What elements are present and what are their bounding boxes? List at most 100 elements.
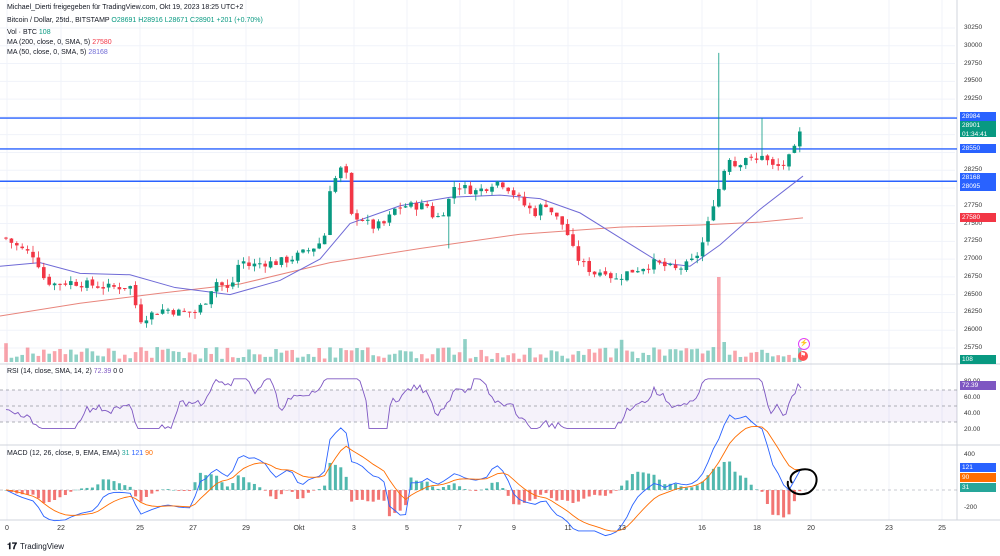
candle-body	[619, 278, 624, 280]
volume-bar	[236, 357, 240, 362]
candle-body	[382, 221, 386, 224]
macd-histogram-bar	[609, 490, 613, 494]
macd-histogram-bar	[150, 490, 154, 494]
volume-bar	[684, 348, 689, 362]
volume-bar	[695, 348, 699, 362]
signal-line	[5, 426, 800, 532]
volume-bar	[598, 348, 602, 362]
ma50-legend[interactable]: MA (50, close, 0, SMA, 5) 28168	[7, 48, 108, 57]
macd-histogram-bar	[69, 490, 73, 492]
flag-icon[interactable]: ⚑	[798, 351, 808, 361]
macd-histogram-bar	[301, 490, 305, 499]
volume-bar	[160, 349, 165, 362]
candle-body	[533, 208, 537, 217]
volume-bar	[171, 351, 176, 362]
macd-histogram-bar	[436, 488, 440, 490]
macd-histogram-bar	[425, 481, 429, 490]
macd-histogram-bar	[215, 475, 219, 490]
macd-histogram-bar	[587, 490, 591, 497]
candle-body	[792, 145, 797, 153]
macd-histogram-bar	[26, 490, 30, 495]
candle-body	[560, 216, 564, 225]
macd-histogram-bar	[85, 487, 89, 490]
candle-body	[9, 238, 14, 243]
volume-bar	[609, 357, 613, 362]
volume-bar	[457, 352, 462, 362]
volume-bar	[112, 350, 116, 362]
volume-bar	[582, 354, 586, 362]
macd-histogram-bar	[296, 490, 300, 499]
volume-bar	[220, 358, 224, 362]
volume-bar	[344, 350, 348, 362]
volume-bar	[792, 357, 797, 362]
candle-body	[506, 187, 510, 192]
lightning-icon[interactable]: ⚡	[798, 338, 810, 350]
macd-histogram-bar	[749, 484, 753, 490]
price-tick: 30000	[964, 41, 983, 49]
candle-body	[204, 303, 208, 305]
candle-body	[398, 207, 402, 209]
volume-bar	[447, 347, 451, 362]
candle-body	[349, 172, 354, 214]
candle-body	[565, 224, 570, 236]
time-tick: 18	[753, 525, 761, 532]
candle-body	[652, 259, 656, 270]
macd-histogram-bar	[441, 487, 445, 490]
macd-histogram-bar	[274, 490, 278, 500]
macd-histogram-bar	[231, 483, 235, 490]
volume-bar	[425, 358, 429, 362]
symbol-title[interactable]: Bitcoin / Dollar, 25td., BITSTAMP	[7, 17, 110, 24]
candle-body	[630, 269, 635, 273]
macd-label: MACD (12, 26, close, 9, EMA, EMA)	[7, 450, 120, 457]
volume-bar	[501, 357, 505, 362]
volume-bar	[182, 358, 186, 362]
macd-histogram-bar	[112, 481, 116, 490]
candle-body	[457, 188, 462, 190]
current-price: 28901	[962, 122, 981, 129]
macd-histogram-bar	[533, 490, 537, 499]
volume-bar	[366, 347, 370, 362]
volume-legend[interactable]: Vol · BTC 108	[7, 28, 51, 37]
macd-histogram-bar	[544, 490, 548, 494]
volume-bar	[79, 351, 84, 362]
tradingview-logo[interactable]: 𝟏𝟕 TradingView	[7, 541, 64, 552]
candle-body	[452, 187, 456, 199]
candle-body	[15, 243, 19, 246]
rsi-tick: 60.00	[964, 394, 981, 401]
macd-histogram-bar	[641, 472, 645, 490]
candle-body	[727, 159, 732, 172]
macd-histogram-bar	[474, 490, 478, 491]
volume-bar	[549, 350, 554, 362]
rsi-legend[interactable]: RSI (14, close, SMA, 14, 2) 72.39 0 0	[7, 367, 123, 376]
macd-histogram-bar	[722, 461, 726, 490]
volume-bar	[231, 357, 235, 362]
macd-histogram-bar	[414, 480, 418, 490]
ma200-legend[interactable]: MA (200, close, 0, SMA, 5) 27580	[7, 38, 112, 47]
candle-body	[695, 255, 699, 259]
volume-bar	[517, 358, 521, 362]
macd-legend[interactable]: MACD (12, 26, close, 9, EMA, EMA) 31 121…	[7, 449, 153, 458]
macd-histogram-bar	[80, 488, 84, 490]
volume-bar	[619, 339, 624, 362]
macd-histogram-bar	[350, 490, 354, 502]
candle-body	[614, 278, 618, 280]
candle-body	[646, 268, 651, 270]
candle-body	[744, 158, 748, 166]
macd-histogram-bar	[90, 487, 94, 490]
volume-bar	[333, 357, 338, 362]
macd-histogram-bar	[598, 490, 602, 496]
candle-body	[371, 219, 375, 229]
volume-bar	[706, 350, 710, 362]
macd-histogram-bar	[506, 490, 510, 496]
candle-body	[155, 313, 159, 315]
candle-body	[322, 235, 327, 245]
macd-histogram-bar	[560, 490, 564, 500]
macd-histogram-bar	[490, 482, 494, 490]
macd-histogram-bar	[549, 490, 553, 499]
macd-histogram-bar	[58, 490, 62, 498]
macd-histogram-bar	[117, 483, 121, 490]
volume-bar	[214, 347, 219, 362]
volume-bar	[490, 358, 494, 362]
macd-histogram-bar	[371, 490, 375, 502]
